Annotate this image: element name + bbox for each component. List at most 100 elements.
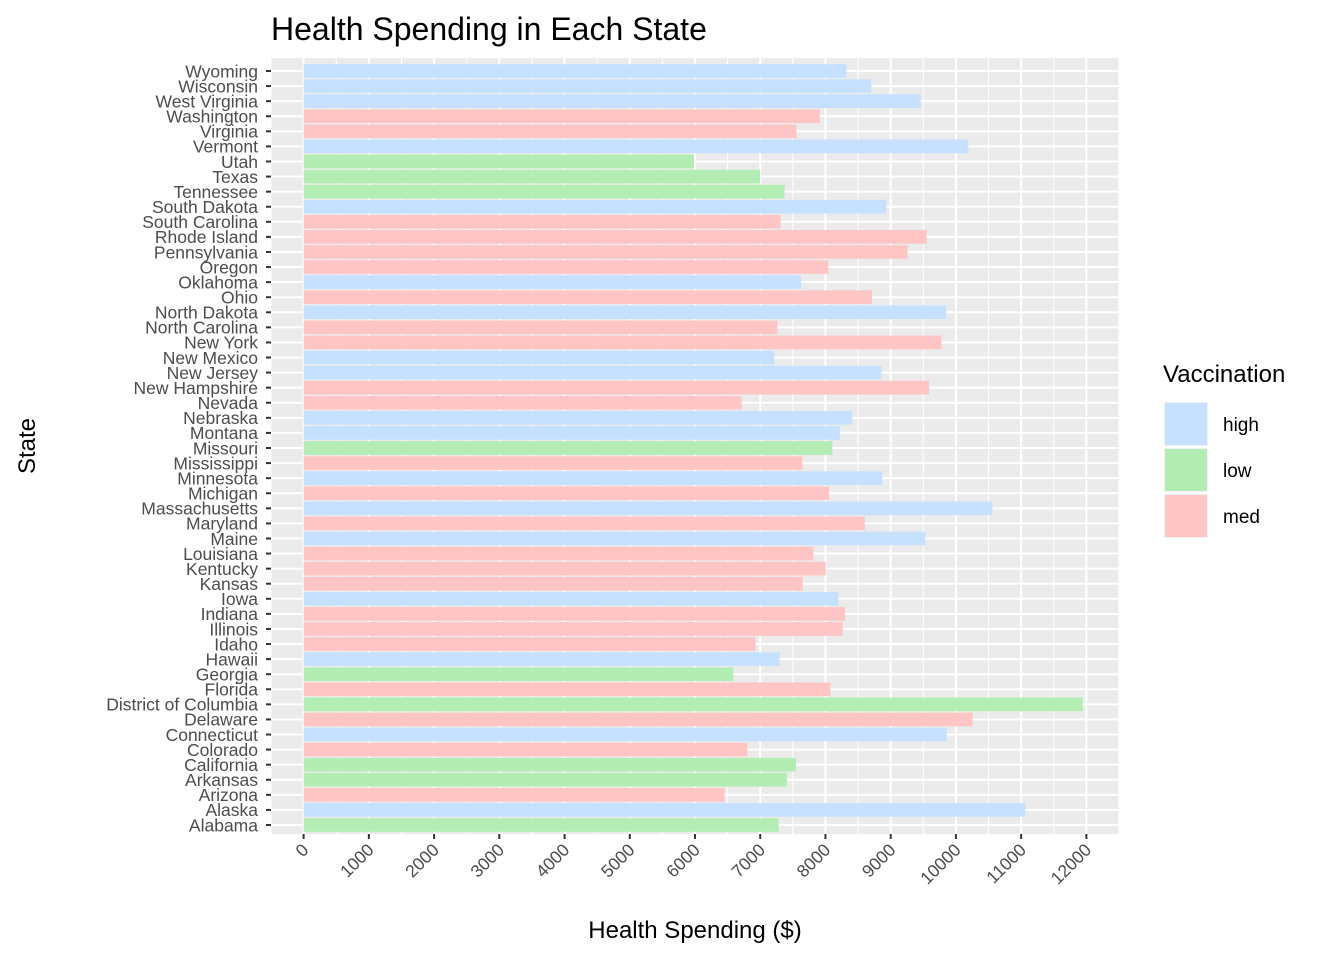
y-tick-label: Michigan [188,484,258,504]
y-tick-label: Louisiana [183,544,258,564]
y-tick-label: Pennsylvania [154,242,258,262]
bar-minnesota [303,471,883,485]
y-tick-label: Nevada [198,393,259,413]
bar-hawaii [303,652,780,666]
y-tick-label: Alabama [189,815,258,835]
y-tick-label: Oregon [200,257,258,277]
y-tick-label: Maryland [186,514,258,534]
bar-vermont [303,139,969,154]
x-tick-label: 1000 [336,840,378,882]
x-tick-label: 9000 [858,840,900,882]
legend: Vaccination high low med [1163,361,1285,538]
y-tick-label: Missouri [193,438,258,458]
bar-kansas [303,576,803,591]
bar-virginia [303,124,797,139]
bar-indiana [303,607,846,621]
bar-massachusetts [303,501,993,516]
x-tick-label: 6000 [662,840,704,882]
y-tick-label: New Mexico [163,348,258,368]
bar-rhode-island [303,230,927,244]
y-tick-label: District of Columbia [106,695,258,715]
y-tick-label: Rhode Island [155,227,258,247]
y-tick-label: West Virginia [156,91,259,111]
y-tick-label: Montana [190,423,258,443]
bar-texas [303,169,761,184]
y-tick-label: Utah [221,152,258,172]
bar-delaware [303,712,973,727]
bar-missouri [303,441,833,455]
y-tick-label: Connecticut [166,725,259,745]
y-tick-label: New York [184,333,258,353]
y-tick-label: New Hampshire [134,378,258,398]
y-tick-label: Iowa [221,589,258,609]
legend-swatch-med [1165,495,1207,537]
bar-montana [303,426,840,440]
bar-iowa [303,592,839,606]
legend-swatch-high [1165,403,1207,445]
legend-label-med: med [1223,507,1260,528]
bar-washington [303,109,820,124]
x-tick-label: 3000 [466,840,508,882]
y-tick-label: South Carolina [142,212,258,232]
y-tick-label: Hawaii [205,649,258,669]
y-axis-title: State [14,418,41,474]
bar-georgia [303,667,734,681]
bar-california [303,757,797,772]
y-tick-label: Illinois [209,619,258,639]
x-axis-title: Health Spending ($) [588,917,801,944]
bar-pennsylvania [303,245,908,259]
x-tick-label: 2000 [401,840,443,882]
bar-illinois [303,622,843,636]
bar-wisconsin [303,79,872,93]
y-tick-label: Idaho [214,634,258,654]
legend-label-low: low [1223,461,1252,482]
bar-oklahoma [303,275,802,289]
bar-wyoming [303,64,847,78]
legend-title: Vaccination [1163,361,1285,388]
x-tick-label: 10000 [916,840,965,889]
y-tick-label: Wisconsin [178,76,258,96]
y-tick-label: Kentucky [186,559,258,579]
bar-florida [303,682,831,697]
legend-label-high: high [1223,415,1259,436]
bar-mississippi [303,456,803,470]
y-tick-label: Indiana [201,604,259,624]
y-tick-label: South Dakota [152,197,258,217]
bar-alabama [303,818,779,832]
bar-utah [303,154,694,169]
bar-ohio [303,290,872,304]
y-tick-label: Colorado [187,740,258,760]
bar-new-york [303,335,942,350]
x-tick-label: 7000 [727,840,769,882]
y-tick-label: Washington [166,107,258,127]
y-tick-label: Ohio [221,288,258,308]
y-tick-label: Mississippi [173,453,258,473]
bar-colorado [303,742,748,757]
bar-arizona [303,788,725,802]
y-axis-ticks: AlabamaAlaskaArizonaArkansasCaliforniaCo… [106,61,271,835]
y-tick-label: North Dakota [155,303,258,323]
x-tick-label: 5000 [597,840,639,882]
x-axis-ticks: 0 1000 2000 3000 4000 5000 6000 7000 8000 9000 100… [291,834,1095,888]
bar-north-carolina [303,320,778,335]
bar-alaska [303,803,1026,817]
x-tick-label: 11000 [982,840,1030,888]
x-tick-label: 12000 [1047,840,1096,889]
y-tick-label: Texas [212,167,258,187]
bar-oregon [303,260,829,274]
y-tick-label: Arizona [199,785,259,805]
bar-arkansas [303,772,787,787]
y-tick-label: North Carolina [145,318,258,338]
y-tick-label: Florida [205,680,259,700]
bar-tennessee [303,184,785,199]
bar-south-carolina [303,215,781,229]
bar-south-dakota [303,199,887,214]
bar-district-of-columbia [303,697,1083,712]
y-tick-label: Minnesota [177,468,258,488]
y-tick-label: Georgia [196,665,259,685]
bar-new-hampshire [303,380,930,395]
y-tick-label: Vermont [193,137,258,157]
y-tick-label: Kansas [200,574,259,594]
bar-north-dakota [303,305,947,320]
